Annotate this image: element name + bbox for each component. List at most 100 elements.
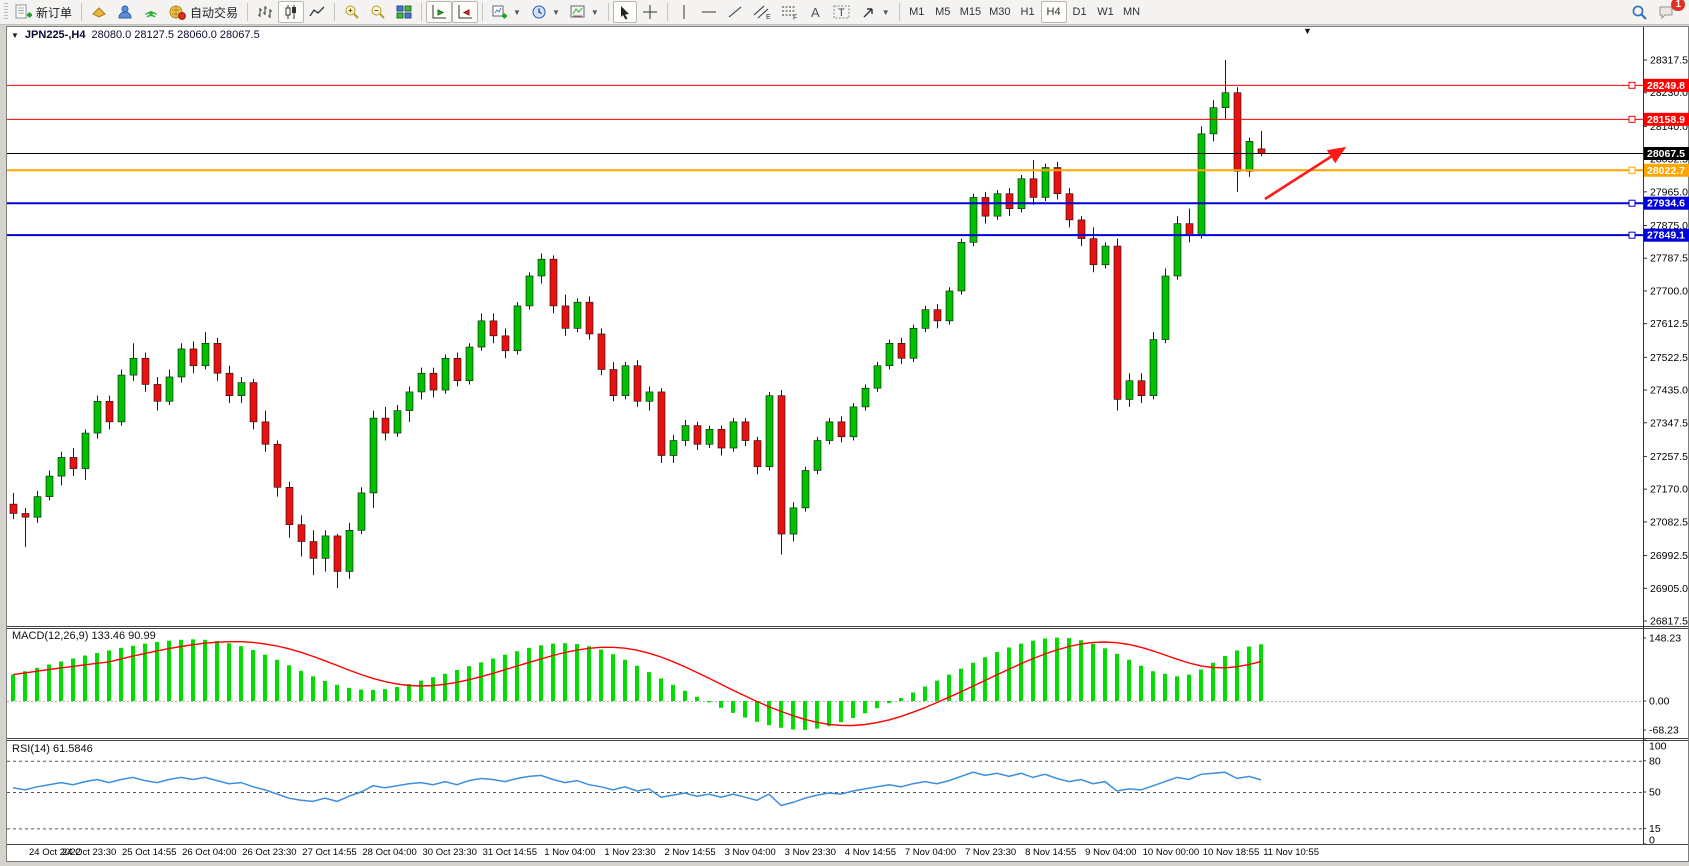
separator <box>421 3 423 21</box>
new-chart-button[interactable]: ▼ <box>487 1 526 23</box>
svg-text:28022.7: 28022.7 <box>1647 165 1685 177</box>
clock-icon <box>532 5 546 19</box>
tile-windows-icon <box>396 5 412 19</box>
profile-icon <box>92 7 106 18</box>
crosshair-button[interactable] <box>637 1 663 23</box>
horizontal-line-button[interactable] <box>696 1 722 23</box>
cursor-icon <box>620 5 629 19</box>
signals-button[interactable] <box>138 1 164 23</box>
charts-profile-button[interactable] <box>86 1 112 23</box>
vertical-line-button[interactable] <box>672 1 696 23</box>
text-label-icon: T <box>833 5 850 19</box>
new-chart-icon <box>492 5 508 19</box>
dropdown-caret-icon: ▼ <box>513 7 521 17</box>
svg-text:26905.0: 26905.0 <box>1650 583 1688 595</box>
svg-text:27522.5: 27522.5 <box>1650 352 1688 364</box>
macd-label: MACD(12,26,9) 133.46 90.99 <box>12 630 156 642</box>
notifications-button[interactable]: 1 <box>1653 0 1685 23</box>
svg-text:27849.1: 27849.1 <box>1647 230 1685 242</box>
svg-text:27170.0: 27170.0 <box>1650 484 1688 496</box>
text-icon: A <box>811 5 820 20</box>
chart-title-row: ▼ JPN225-,H4 28080.0 28127.5 28060.0 280… <box>11 29 260 41</box>
timeframe-M1[interactable]: M1 <box>904 1 930 23</box>
svg-text:24 Oct 23:30: 24 Oct 23:30 <box>62 847 116 858</box>
collapse-arrow-icon[interactable]: ▼ <box>11 30 19 40</box>
zoom-in-icon <box>345 5 359 19</box>
vertical-line-icon <box>683 5 685 19</box>
auto-scroll-button[interactable] <box>426 1 453 23</box>
auto-trading-button[interactable]: 自动交易 <box>164 1 243 23</box>
toolbar-grip <box>4 3 8 21</box>
svg-text:26 Oct 04:00: 26 Oct 04:00 <box>182 847 236 858</box>
templates-button[interactable]: ▼ <box>565 1 604 23</box>
svg-text:27347.5: 27347.5 <box>1650 417 1688 429</box>
svg-text:10 Nov 18:55: 10 Nov 18:55 <box>1203 847 1260 858</box>
svg-text:2 Nov 14:55: 2 Nov 14:55 <box>664 847 715 858</box>
svg-text:27082.5: 27082.5 <box>1650 516 1688 528</box>
candlestick-chart-icon <box>285 5 297 19</box>
timeframe-W1[interactable]: W1 <box>1093 1 1119 23</box>
search-button[interactable] <box>1626 1 1653 23</box>
separator <box>898 3 900 21</box>
panel-borders <box>7 27 1688 845</box>
timeframe-M5[interactable]: M5 <box>930 1 956 23</box>
timeframe-toolbar: M1 M5 M15 M30 H1 H4 D1 W1 MN <box>904 1 1145 23</box>
text-button[interactable]: A <box>804 1 828 23</box>
terminal-icon <box>118 5 132 19</box>
main-toolbar: 新订单 自动交易 <box>0 0 1689 25</box>
svg-text:8 Nov 14:55: 8 Nov 14:55 <box>1025 847 1076 858</box>
new-order-button[interactable]: 新订单 <box>10 1 77 23</box>
arrow-annotation[interactable] <box>1264 146 1347 201</box>
line-chart-button[interactable] <box>304 1 330 23</box>
cursor-button[interactable] <box>612 1 637 23</box>
svg-text:148.23: 148.23 <box>1649 633 1681 645</box>
timeframe-H4[interactable]: H4 <box>1040 1 1067 23</box>
timeframe-M30[interactable]: M30 <box>985 1 1014 23</box>
separator <box>607 3 609 21</box>
periods-button[interactable]: ▼ <box>526 1 565 23</box>
svg-text:27934.6: 27934.6 <box>1647 198 1685 210</box>
channel-icon: E <box>753 5 771 20</box>
chart-window: 28317.528230.028140.028052.527965.027875… <box>6 26 1689 862</box>
svg-text:0.00: 0.00 <box>1649 696 1670 708</box>
svg-text:27612.5: 27612.5 <box>1650 318 1688 330</box>
trendline-button[interactable] <box>722 1 748 23</box>
equidistant-channel-button[interactable]: E <box>748 1 776 23</box>
svg-text:9 Nov 04:00: 9 Nov 04:00 <box>1085 847 1136 858</box>
bar-chart-icon <box>258 6 273 18</box>
text-label-button[interactable]: T <box>828 1 856 23</box>
separator <box>81 3 83 21</box>
svg-text:26992.5: 26992.5 <box>1650 550 1688 562</box>
chart-shift-marker[interactable]: ▼ <box>1303 26 1312 36</box>
candles[interactable] <box>9 60 1266 589</box>
tile-windows-button[interactable] <box>391 1 417 23</box>
terminal-button[interactable] <box>112 1 138 23</box>
timeframe-H1[interactable]: H1 <box>1015 1 1041 23</box>
zoom-in-button[interactable] <box>339 1 365 23</box>
fibonacci-button[interactable]: F <box>776 1 804 23</box>
arrows-tool-button[interactable]: ▼ <box>856 1 895 23</box>
rsi-indicator <box>12 771 1262 807</box>
symbol-timeframe: JPN225-,H4 <box>24 29 86 41</box>
timeframe-D1[interactable]: D1 <box>1067 1 1093 23</box>
price-levels[interactable] <box>7 81 1643 239</box>
svg-text:27700.0: 27700.0 <box>1650 285 1688 297</box>
bar-chart-button[interactable] <box>252 1 278 23</box>
candlestick-chart-button[interactable] <box>278 1 305 23</box>
svg-text:30 Oct 23:30: 30 Oct 23:30 <box>422 847 476 858</box>
auto-trading-label: 自动交易 <box>190 5 239 20</box>
zoom-out-button[interactable] <box>365 1 391 23</box>
timeframe-M15[interactable]: M15 <box>956 1 985 23</box>
auto-trading-icon <box>169 5 186 20</box>
timeframe-MN[interactable]: MN <box>1119 1 1145 23</box>
chart-canvas[interactable]: 28317.528230.028140.028052.527965.027875… <box>7 27 1689 859</box>
template-icon <box>570 5 585 18</box>
price-axis[interactable]: 28317.528230.028140.028052.527965.027875… <box>1643 55 1689 847</box>
svg-text:A: A <box>811 5 820 20</box>
new-order-icon <box>15 4 32 19</box>
chart-shift-button[interactable] <box>452 1 479 23</box>
dropdown-caret-icon: ▼ <box>551 7 560 17</box>
svg-text:F: F <box>793 15 797 21</box>
dropdown-caret-icon: ▼ <box>590 7 599 17</box>
